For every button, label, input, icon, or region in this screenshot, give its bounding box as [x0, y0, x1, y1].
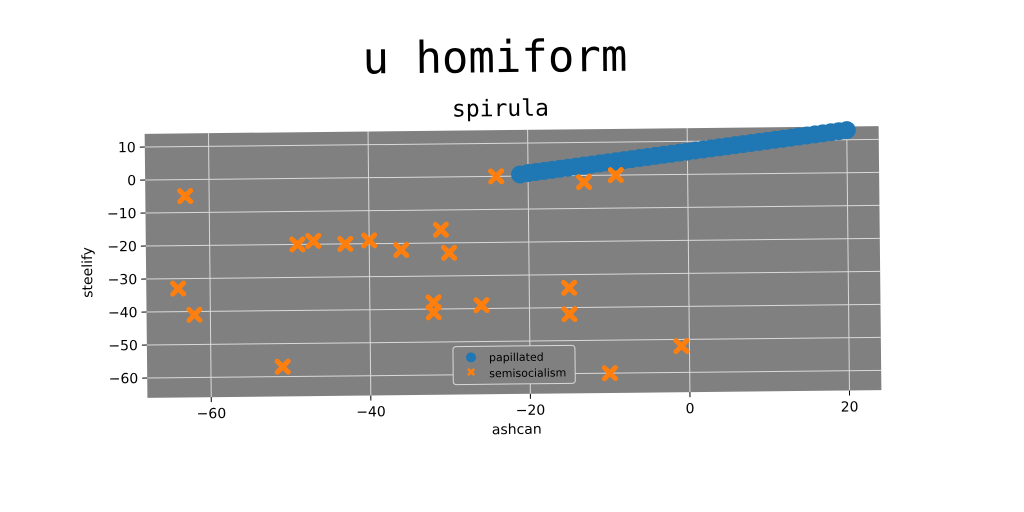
papillated-point: [837, 121, 856, 140]
y-tick-label: 0: [127, 173, 136, 189]
chart-suptitle: u homiform: [362, 31, 627, 85]
x-tick-label: −40: [356, 404, 386, 420]
semisocialism-point: [441, 244, 458, 261]
x-gridline: [207, 133, 212, 398]
semisocialism-point: [673, 337, 690, 355]
y-tick-label: −60: [109, 371, 139, 387]
x-gridline: [686, 128, 691, 393]
x-tick-label: −60: [197, 406, 227, 422]
semisocialism-point: [186, 306, 203, 323]
semisocialism-point: [473, 297, 490, 314]
semisocialism-point: [488, 168, 505, 185]
semisocialism-point: [361, 232, 378, 249]
x-axis-label: ashcan: [492, 422, 542, 439]
legend-label-papillated: papillated: [489, 351, 544, 365]
semisocialism-point: [289, 236, 306, 253]
y-tick-label: −20: [107, 239, 137, 255]
semisocialism-point: [305, 232, 322, 250]
y-gridline: [145, 204, 880, 214]
x-tick-label: 20: [841, 399, 859, 415]
semisocialism-point: [607, 167, 624, 184]
semisocialism-point: [561, 279, 578, 296]
legend: papillated ✖ semisocialism: [452, 344, 576, 386]
y-gridline: [146, 336, 881, 346]
y-axis-ticks: −60 −50 −40 −30 −20 −10 0 10: [107, 140, 148, 387]
y-tick-label: 10: [118, 140, 136, 156]
y-tick-label: −40: [108, 305, 138, 321]
legend-marker-papillated: [466, 352, 477, 363]
chart-title: spirula: [452, 96, 549, 123]
y-tick-label: −50: [108, 338, 138, 354]
y-gridline: [146, 270, 881, 280]
x-gridline: [367, 131, 372, 396]
semisocialism-point: [274, 358, 291, 375]
series-semisocialism: [170, 167, 690, 382]
semisocialism-point: [575, 173, 593, 191]
legend-label-semisocialism: semisocialism: [489, 366, 566, 380]
semisocialism-point: [170, 280, 187, 297]
legend-marker-semisocialism: ✖: [466, 365, 476, 379]
x-tick-label: 0: [686, 401, 695, 417]
y-gridline: [146, 303, 881, 313]
x-tick-label: −20: [516, 403, 546, 419]
y-tick-label: −30: [108, 272, 138, 288]
semisocialism-point: [337, 235, 354, 253]
y-gridline: [145, 237, 880, 247]
y-axis-label: steelify: [80, 247, 97, 298]
x-axis-ticks: −60 −40 −20 0 20: [197, 390, 859, 422]
y-tick-label: −10: [107, 206, 137, 222]
semisocialism-point: [425, 304, 442, 321]
plot-area: [144, 126, 882, 398]
series-papillated: [511, 121, 856, 184]
semisocialism-point: [393, 241, 410, 259]
x-gridline: [846, 126, 850, 391]
legend-box: [452, 344, 576, 386]
semisocialism-point: [432, 221, 449, 238]
semisocialism-point: [601, 365, 618, 382]
semisocialism-point: [177, 188, 194, 205]
semisocialism-point: [561, 306, 578, 323]
